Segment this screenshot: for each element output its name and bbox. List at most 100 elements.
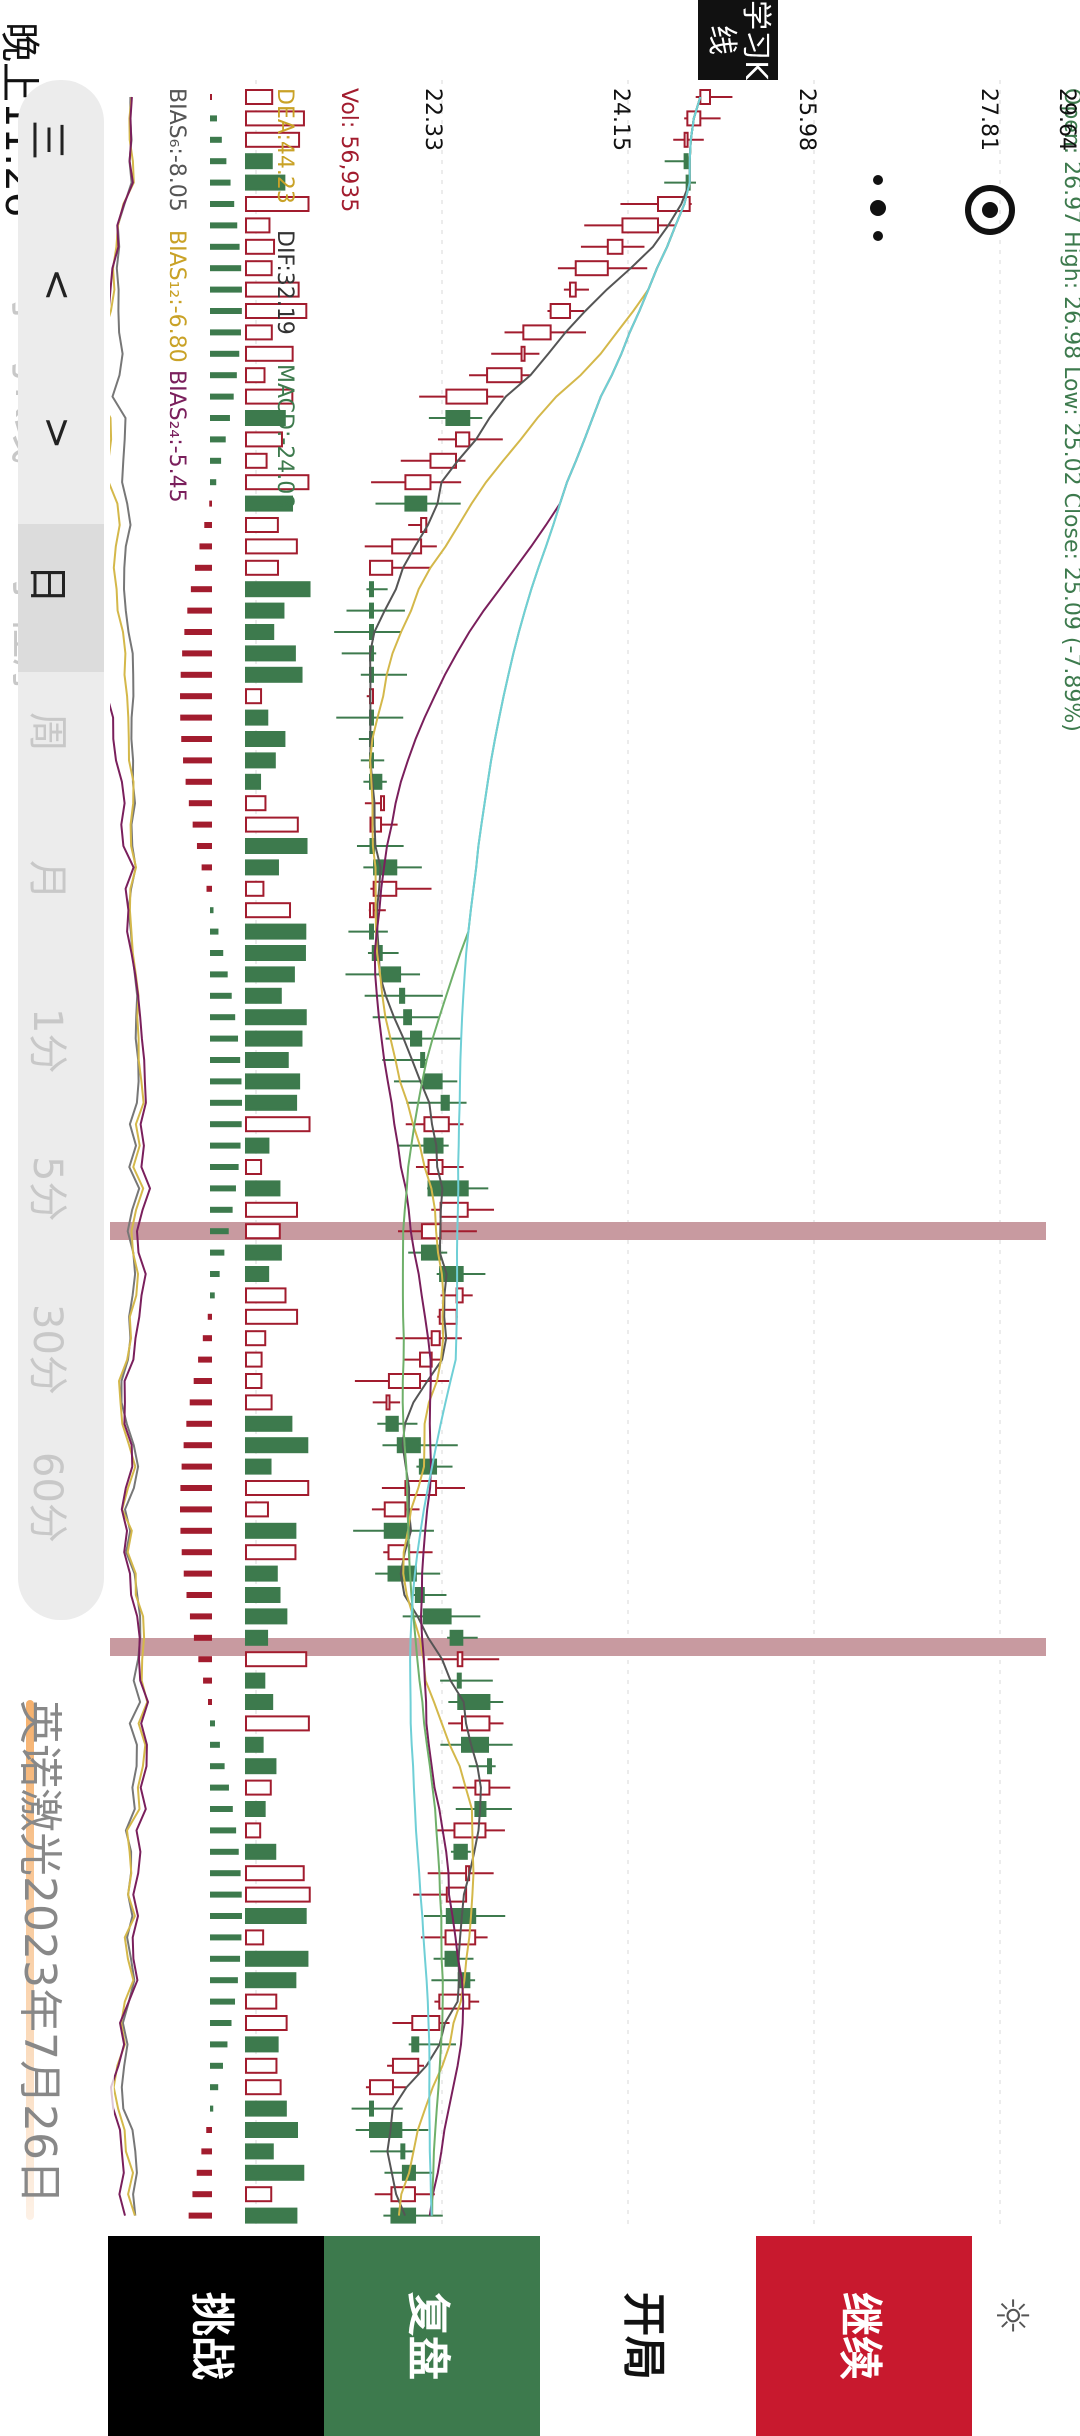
macd-bar — [188, 2212, 212, 2219]
period-label: < — [34, 268, 80, 302]
price-tick-label: 22.33 — [420, 88, 445, 151]
volume-bar — [245, 2207, 298, 2224]
candle-body — [439, 1266, 464, 1282]
candle-body — [411, 2015, 441, 2031]
macd-bar — [210, 350, 240, 357]
macd-bar — [210, 136, 222, 143]
macd-bar — [210, 1741, 220, 1748]
candle-body — [369, 2079, 394, 2096]
review-button[interactable]: 复盘 — [324, 2236, 540, 2436]
period-7[interactable]: 5分 — [18, 1116, 104, 1264]
volume-bar — [245, 1116, 311, 1133]
volume-bar — [245, 388, 294, 405]
volume-bar — [245, 795, 267, 812]
continue-button[interactable]: 继续 — [756, 2236, 972, 2436]
macd-bar — [210, 1998, 236, 2005]
candle-body — [683, 131, 689, 148]
macd-bar — [210, 1271, 220, 1277]
volume-bar — [245, 110, 305, 127]
candle-body — [461, 1715, 491, 1732]
macd-bar — [210, 179, 231, 186]
period-5[interactable]: 月 — [18, 820, 104, 968]
macd-bar — [210, 1164, 239, 1170]
volume-bar — [245, 1736, 264, 1753]
period-label: > — [34, 416, 80, 450]
volume-bar — [245, 1308, 299, 1325]
period-4[interactable]: 周 — [18, 672, 104, 820]
macd-bar — [187, 607, 212, 614]
macd-bar — [210, 950, 224, 956]
macd-bar — [192, 2191, 212, 2198]
volume-bar — [245, 1137, 270, 1154]
period-toolbar — [18, 80, 104, 1620]
candle-body — [699, 89, 711, 105]
macd-bar — [193, 1378, 212, 1384]
price-tick-label: 27.81 — [976, 88, 1001, 151]
volume-bar — [245, 2057, 278, 2074]
macd-bar — [189, 1613, 212, 1620]
macd-bar — [190, 586, 212, 593]
macd-bar — [201, 864, 212, 871]
macd-bar — [210, 1078, 242, 1085]
period-6[interactable]: 1分 — [18, 968, 104, 1116]
volume-bar — [245, 1544, 297, 1561]
review-button-label: 复盘 — [402, 2292, 453, 2380]
macd-bar — [210, 393, 234, 400]
volume-bar — [245, 2164, 305, 2181]
candle-body — [606, 238, 624, 255]
volume-bar — [245, 1565, 278, 1582]
macd-bar — [210, 1891, 242, 1898]
period-0[interactable]: 三 — [18, 80, 104, 228]
candle-body — [420, 1223, 442, 1240]
bias12-line — [110, 96, 149, 2216]
macd-bar — [201, 2148, 212, 2155]
volume-bar — [245, 1694, 274, 1710]
macd-bar — [207, 1313, 212, 1320]
candle-body — [445, 388, 489, 405]
candle-body — [439, 1201, 469, 1218]
macd-label: MACD:-24.08 — [272, 364, 297, 508]
macd-bar — [180, 714, 212, 721]
macd-bar — [210, 372, 237, 379]
volume-bar — [245, 1287, 287, 1304]
candle-body — [427, 1180, 469, 1197]
volume-bar — [245, 581, 311, 598]
volume-bar — [245, 303, 308, 319]
candle-body — [427, 1159, 444, 1175]
period-label: 5分 — [24, 1156, 70, 1222]
volume-bar — [245, 902, 292, 919]
macd-bar — [194, 564, 212, 571]
volume-bar — [245, 345, 294, 362]
volume-bar — [245, 1009, 307, 1026]
period-8[interactable]: 30分 — [18, 1264, 104, 1412]
candle-body — [391, 538, 423, 555]
candle-body — [399, 987, 406, 1004]
candle-body — [380, 966, 402, 983]
candle-body — [456, 1672, 462, 1689]
candlestick-chart[interactable]: Open: 26.97 High: 26.98 Low: 25.02 Close… — [110, 80, 1080, 2230]
macd-bar — [180, 1506, 212, 1513]
candle-body — [449, 1629, 464, 1646]
macd-bar — [180, 671, 212, 678]
ma5-line — [368, 96, 702, 2216]
candle-body — [522, 324, 552, 341]
open-button[interactable]: 开局 — [540, 2236, 756, 2436]
period-2[interactable]: > — [18, 376, 104, 524]
candle-body — [385, 1394, 391, 1411]
macd-bar — [210, 2084, 219, 2091]
period-1[interactable]: < — [18, 228, 104, 376]
macd-bar — [210, 907, 214, 914]
volume-bar — [245, 2143, 274, 2160]
challenge-button[interactable]: 挑战 — [108, 2236, 324, 2436]
candle-body — [569, 281, 577, 298]
period-9[interactable]: 60分 — [18, 1412, 104, 1560]
sun-icon[interactable]: ☼ — [986, 2295, 1038, 2336]
macd-bar — [198, 1356, 212, 1363]
candle-body — [574, 260, 609, 277]
volume-bar — [245, 1073, 301, 1090]
volume-bar — [245, 1522, 297, 1539]
period-3[interactable]: 日 — [18, 524, 104, 672]
volume-bar — [245, 431, 283, 448]
macd-bar — [210, 457, 222, 464]
candle-body — [383, 1522, 411, 1539]
